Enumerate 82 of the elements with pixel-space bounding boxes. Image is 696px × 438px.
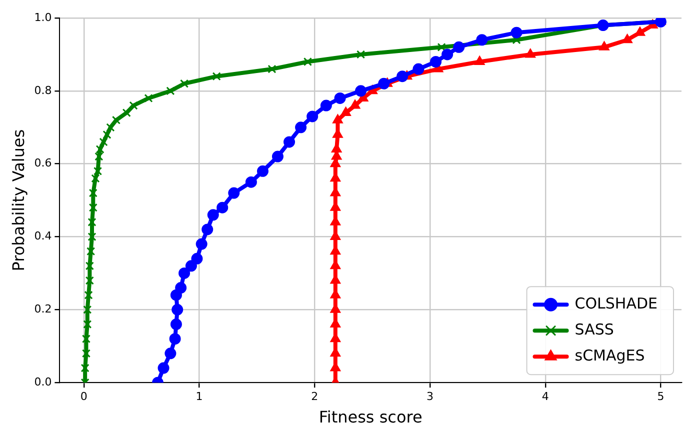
point [634,26,646,36]
point [622,34,632,44]
y-tick-label: 0.0 [34,375,52,388]
point [83,305,92,314]
legend-label: SASS [574,320,614,338]
y-tick-label: 0.6 [34,156,52,170]
point [164,348,176,360]
point [476,34,488,46]
point [453,41,465,53]
x-tick-label: 5 [657,390,664,404]
point [82,334,91,344]
point [256,165,268,177]
point [191,252,203,264]
point [268,64,276,74]
point [350,100,360,109]
point [207,209,219,221]
point [303,57,312,66]
point [88,218,96,226]
point [330,158,340,168]
y-tick-label: 0.4 [34,230,52,243]
point [144,94,153,102]
x-tick-label: 0 [80,390,88,404]
point [196,238,208,250]
point [525,48,536,58]
point [166,86,175,96]
point [80,364,90,372]
point [88,203,98,212]
y-tick-label: 1.0 [34,10,52,24]
point [129,101,138,110]
point [474,56,485,65]
point [84,290,93,300]
point [412,63,424,75]
point [378,78,390,90]
point [228,187,240,199]
point [180,79,189,88]
point [355,85,367,97]
point [85,262,94,270]
point [306,110,318,122]
point [216,202,228,214]
point [202,224,214,236]
point [340,107,351,116]
point [599,41,610,50]
x-tick-label: 2 [311,390,318,404]
point [112,116,121,124]
point [175,282,187,294]
point [245,176,257,188]
point [320,100,332,112]
point [82,349,91,358]
point [334,92,346,104]
x-tick-label: 3 [426,390,434,404]
point [396,70,408,82]
x-tick-label: 4 [542,390,549,404]
point [442,48,454,60]
point [284,136,296,148]
point [86,247,96,256]
point [512,36,521,44]
point [272,150,284,162]
point [437,42,446,52]
point [212,72,221,81]
point [158,362,170,374]
legend-label: COLSHADE [574,294,658,312]
point [332,114,343,124]
y-tick-label: 0.8 [34,84,52,97]
point [172,304,184,316]
point [356,50,366,59]
x-axis-title: Fitness score [318,408,422,427]
point [185,260,197,272]
point [122,108,131,118]
point [430,56,442,68]
point [169,333,181,345]
point [88,232,96,242]
point [510,26,522,38]
point [88,188,98,198]
point [295,122,307,134]
y-axis-title: Probability Values [8,129,28,272]
point [83,320,92,329]
point [178,267,190,279]
point [85,276,94,285]
y-tick-label: 0.2 [34,302,52,316]
point [170,318,182,330]
legend-label: sCMAgES [574,346,645,364]
x-tick-label: 1 [196,390,203,404]
